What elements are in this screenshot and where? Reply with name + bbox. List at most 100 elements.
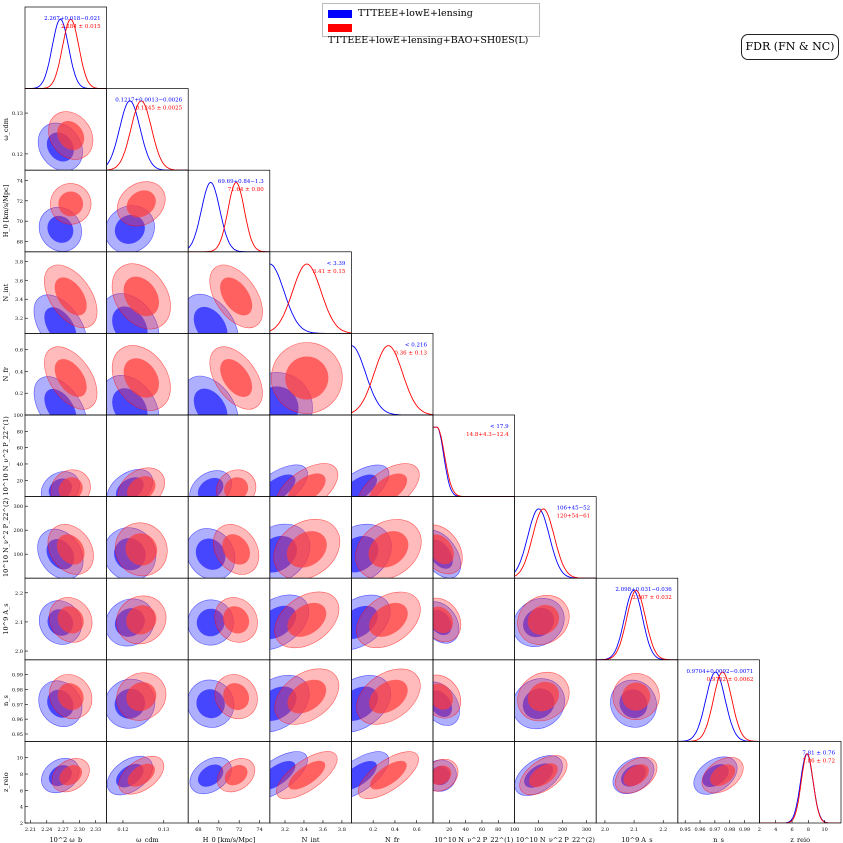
panel-As-100ωb: 2.0 2.1 2.2 10^9 A_s <box>2 577 107 661</box>
panel-Nfr-Nfr: < 0.216 0.36 ± 0.13 <box>351 333 434 416</box>
xtick-label: 3.2 <box>281 827 289 833</box>
panel-P22_2-Nfr <box>351 496 434 579</box>
contour68-blue <box>196 608 225 637</box>
ytick-label: 6 <box>20 788 23 794</box>
stat-blue-H0: 69.69+0.84−1.3 <box>218 179 264 185</box>
panel-zreio-zreio: 7.81 ± 0.76 7.86 ± 0.72 2 4 6 8 10 z_reio <box>758 741 842 843</box>
contour68-blue <box>44 307 77 334</box>
legend-entry-blue: TTTEEE+lowE+lensing <box>328 7 473 20</box>
xaxis-label-100ωb: 10^2 ω_b <box>49 836 82 843</box>
stat-red-As: 2.107 ± 0.032 <box>632 595 672 601</box>
contour68-red <box>288 760 326 790</box>
contour68-blue <box>114 214 145 244</box>
contour68-red <box>58 477 83 497</box>
contour68-blue <box>351 605 378 640</box>
panel-As-P22_2 <box>514 577 597 661</box>
contour68-blue <box>112 388 148 415</box>
legend-swatch-blue <box>328 9 352 18</box>
panel-H0-H0: 69.69+0.84−1.3 71.64 ± 0.80 <box>187 169 271 253</box>
contour68-red <box>224 477 249 497</box>
yaxis-label-H0: H_0 [km/s/Mpc] <box>2 185 10 237</box>
ytick-label: 100 <box>13 413 23 419</box>
ytick-label: 4 <box>20 805 23 811</box>
xtick-label: 300 <box>582 827 592 833</box>
xtick-label: 0.98 <box>724 827 735 833</box>
stat-blue-P22_1: < 17.9 <box>490 424 509 430</box>
contour68-blue <box>193 388 228 415</box>
contour68-blue <box>195 538 226 570</box>
panel-Nfr-H0 <box>187 333 271 416</box>
xtick-label: 0.97 <box>709 827 720 833</box>
panel-P22_2-P22_2: 106+45−52 120+54−61 <box>514 496 597 579</box>
panel-As-P22_1 <box>432 577 515 661</box>
contour68-blue <box>269 686 297 721</box>
panel-zreio-omega_cdm: 0.12 0.13 ω_cdm <box>106 741 189 843</box>
xtick-label: 0.13 <box>158 827 169 833</box>
contour68-red <box>287 602 327 637</box>
xtick-label: 100 <box>534 827 544 833</box>
xtick-label: 3.6 <box>319 827 327 833</box>
contour68-blue <box>197 764 224 787</box>
panel-P22_2-P22_1 <box>432 496 515 579</box>
ytick-label: 0.97 <box>12 702 23 708</box>
contour68-blue <box>193 306 228 334</box>
yaxis-label-As: 10^9 A_s <box>2 603 10 634</box>
panel-omega_cdm-100ωb: 0.12 0.13ω_cdm <box>2 88 107 171</box>
panel-ns-100ωb: 0.95 0.96 0.97 0.98 0.99 n_s <box>2 659 107 742</box>
contour68-red <box>368 602 408 637</box>
contour68-blue <box>112 306 148 334</box>
contour68-red <box>369 679 408 714</box>
xtick-label: 0.12 <box>117 827 128 833</box>
stat-red-Nfr: 0.36 ± 0.13 <box>394 350 427 356</box>
panel-Nint-H0 <box>187 251 271 334</box>
1d-blue-omega_cdm <box>106 100 189 171</box>
contour68-red <box>220 277 253 316</box>
contour68-blue <box>351 535 379 573</box>
contour68-red <box>222 534 250 565</box>
panel-P22_2-omega_cdm <box>106 496 189 579</box>
stat-red-P22_2: 120+54−61 <box>556 514 590 520</box>
contour68-red <box>368 531 409 568</box>
xaxis-label-As: 10^9 A_s <box>621 836 652 843</box>
stat-blue-Nfr: < 0.216 <box>405 342 428 348</box>
panel-zreio-Nint: 3.2 3.4 3.6 3.8 N_int <box>269 741 352 843</box>
panel-ns-H0 <box>187 659 271 742</box>
contour68-red <box>220 359 253 398</box>
contour68-blue <box>47 215 74 243</box>
1d-red-100ωb <box>25 18 107 89</box>
xtick-label: 0.4 <box>391 827 399 833</box>
panel-ns-As <box>595 659 679 742</box>
1d-red-Nfr <box>351 345 433 415</box>
1d-blue-100ωb <box>25 18 107 89</box>
xtick-label: 2.24 <box>41 827 52 833</box>
1d-blue-P22_2 <box>514 508 597 579</box>
contour68-blue <box>269 605 297 640</box>
yaxis-label-ns: n_s <box>2 695 10 706</box>
panel-zreio-H0: 68 70 72 74H_0 [km/s/Mpc] <box>187 741 271 843</box>
xtick-label: 70 <box>216 827 222 833</box>
ytick-label: 2 <box>20 821 23 827</box>
xtick-label: 40 <box>462 827 468 833</box>
ytick-label: 10 <box>17 756 23 762</box>
ytick-label: 20 <box>17 478 23 484</box>
stat-blue-100ωb: 2.267+0.018−0.021 <box>44 16 100 22</box>
contour68-red <box>223 683 250 711</box>
xaxis-label-P22_2: 10^10 N_ν^2 P_22^(2) <box>516 836 596 843</box>
panel-P22_1-H0 <box>187 414 271 497</box>
panel-Nfr-omega_cdm <box>106 333 189 416</box>
stat-red-omega_cdm: 0.1245 ± 0.0025 <box>136 106 183 112</box>
panel-ns-ns: 0.9704+0.0092−0.0071 0.9752 ± 0.0062 <box>677 659 760 742</box>
contour68-red <box>224 764 248 786</box>
ytick-label: 8 <box>20 772 23 778</box>
panel-zreio-Nfr: 0.2 0.4 0.6 N_fr <box>351 741 434 843</box>
panel-zreio-100ωb: 2.21 2.24 2.27 2.30 2.33 10^2 ω_b 2 4 6 8 10 z_reio <box>2 741 107 843</box>
panel-H0-omega_cdm <box>106 169 189 253</box>
xtick-label: 74 <box>256 827 262 833</box>
stat-red-H0: 71.64 ± 0.80 <box>228 187 265 193</box>
panel-P22_2-H0 <box>187 496 271 579</box>
ytick-label: 200 <box>13 528 23 534</box>
xaxis-label-Nfr: N_fr <box>385 836 400 843</box>
panel-P22_1-P22_1: < 17.9 14.8+4.3−12.4 <box>432 414 515 497</box>
